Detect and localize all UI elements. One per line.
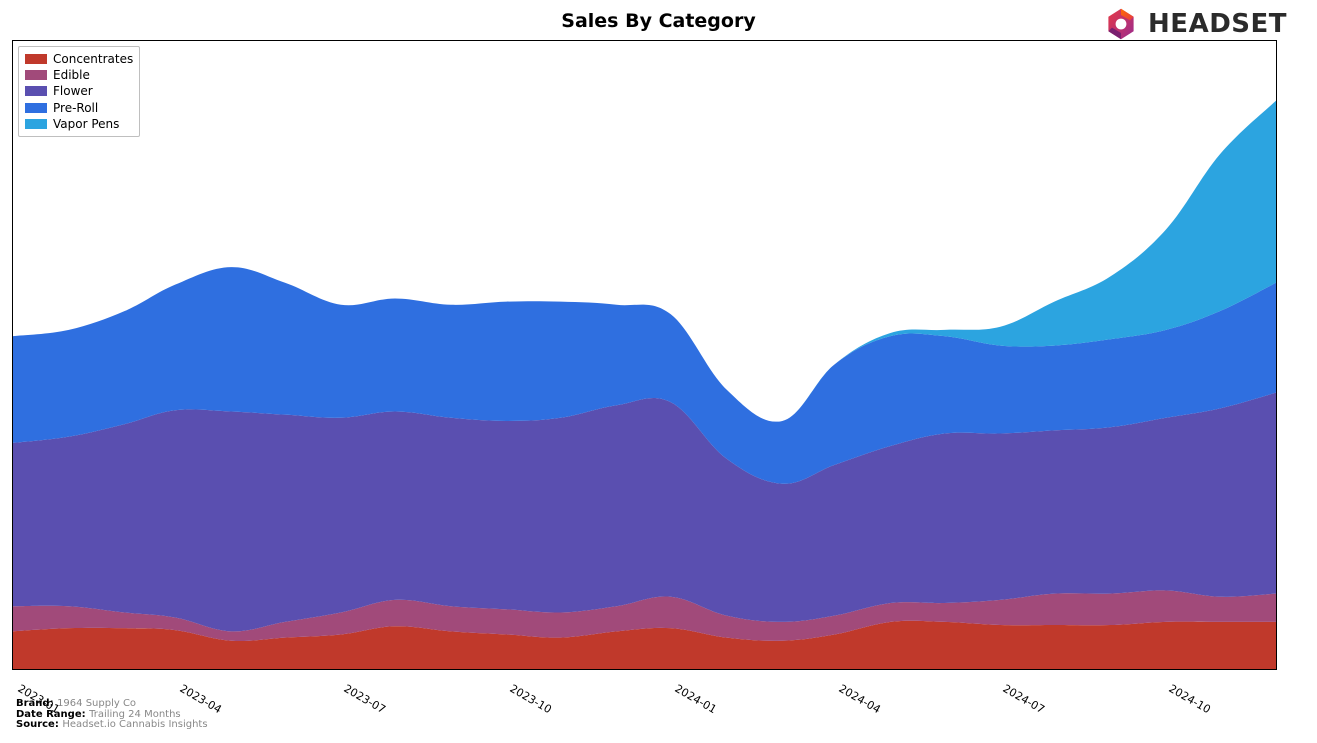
- legend-label: Flower: [53, 83, 93, 99]
- footer-line: Source: Headset.io Cannabis Insights: [16, 720, 208, 731]
- brand-logo-text: HEADSET: [1148, 9, 1287, 39]
- legend-item: Concentrates: [25, 51, 133, 67]
- plot-area: [12, 40, 1277, 670]
- legend-label: Concentrates: [53, 51, 133, 67]
- x-tick-label: 2024-10: [1167, 682, 1213, 716]
- chart-container: Sales By Category: [0, 0, 1317, 743]
- stacked-area-chart: [13, 41, 1276, 669]
- footer-value: 1964 Supply Co: [57, 698, 136, 709]
- legend-swatch: [25, 70, 47, 80]
- legend-swatch: [25, 119, 47, 129]
- x-tick-label: 2023-07: [341, 682, 387, 716]
- legend: ConcentratesEdibleFlowerPre-RollVapor Pe…: [18, 46, 140, 137]
- footer-key: Brand:: [16, 698, 57, 709]
- footer-key: Source:: [16, 719, 62, 730]
- legend-label: Vapor Pens: [53, 116, 119, 132]
- legend-item: Pre-Roll: [25, 100, 133, 116]
- legend-item: Vapor Pens: [25, 116, 133, 132]
- x-tick-label: 2023-10: [507, 682, 553, 716]
- x-tick-label: 2024-07: [1001, 682, 1047, 716]
- chart-footer: Brand: 1964 Supply CoDate Range: Trailin…: [16, 699, 208, 731]
- legend-swatch: [25, 86, 47, 96]
- legend-item: Flower: [25, 83, 133, 99]
- legend-swatch: [25, 103, 47, 113]
- x-tick-label: 2024-04: [837, 682, 883, 716]
- footer-value: Trailing 24 Months: [89, 709, 181, 720]
- legend-label: Pre-Roll: [53, 100, 98, 116]
- legend-swatch: [25, 54, 47, 64]
- x-tick-label: 2024-01: [673, 682, 719, 716]
- legend-label: Edible: [53, 67, 90, 83]
- legend-item: Edible: [25, 67, 133, 83]
- footer-key: Date Range:: [16, 709, 89, 720]
- footer-value: Headset.io Cannabis Insights: [62, 719, 207, 730]
- headset-logo-icon: [1102, 6, 1140, 42]
- brand-logo: HEADSET: [1102, 6, 1287, 42]
